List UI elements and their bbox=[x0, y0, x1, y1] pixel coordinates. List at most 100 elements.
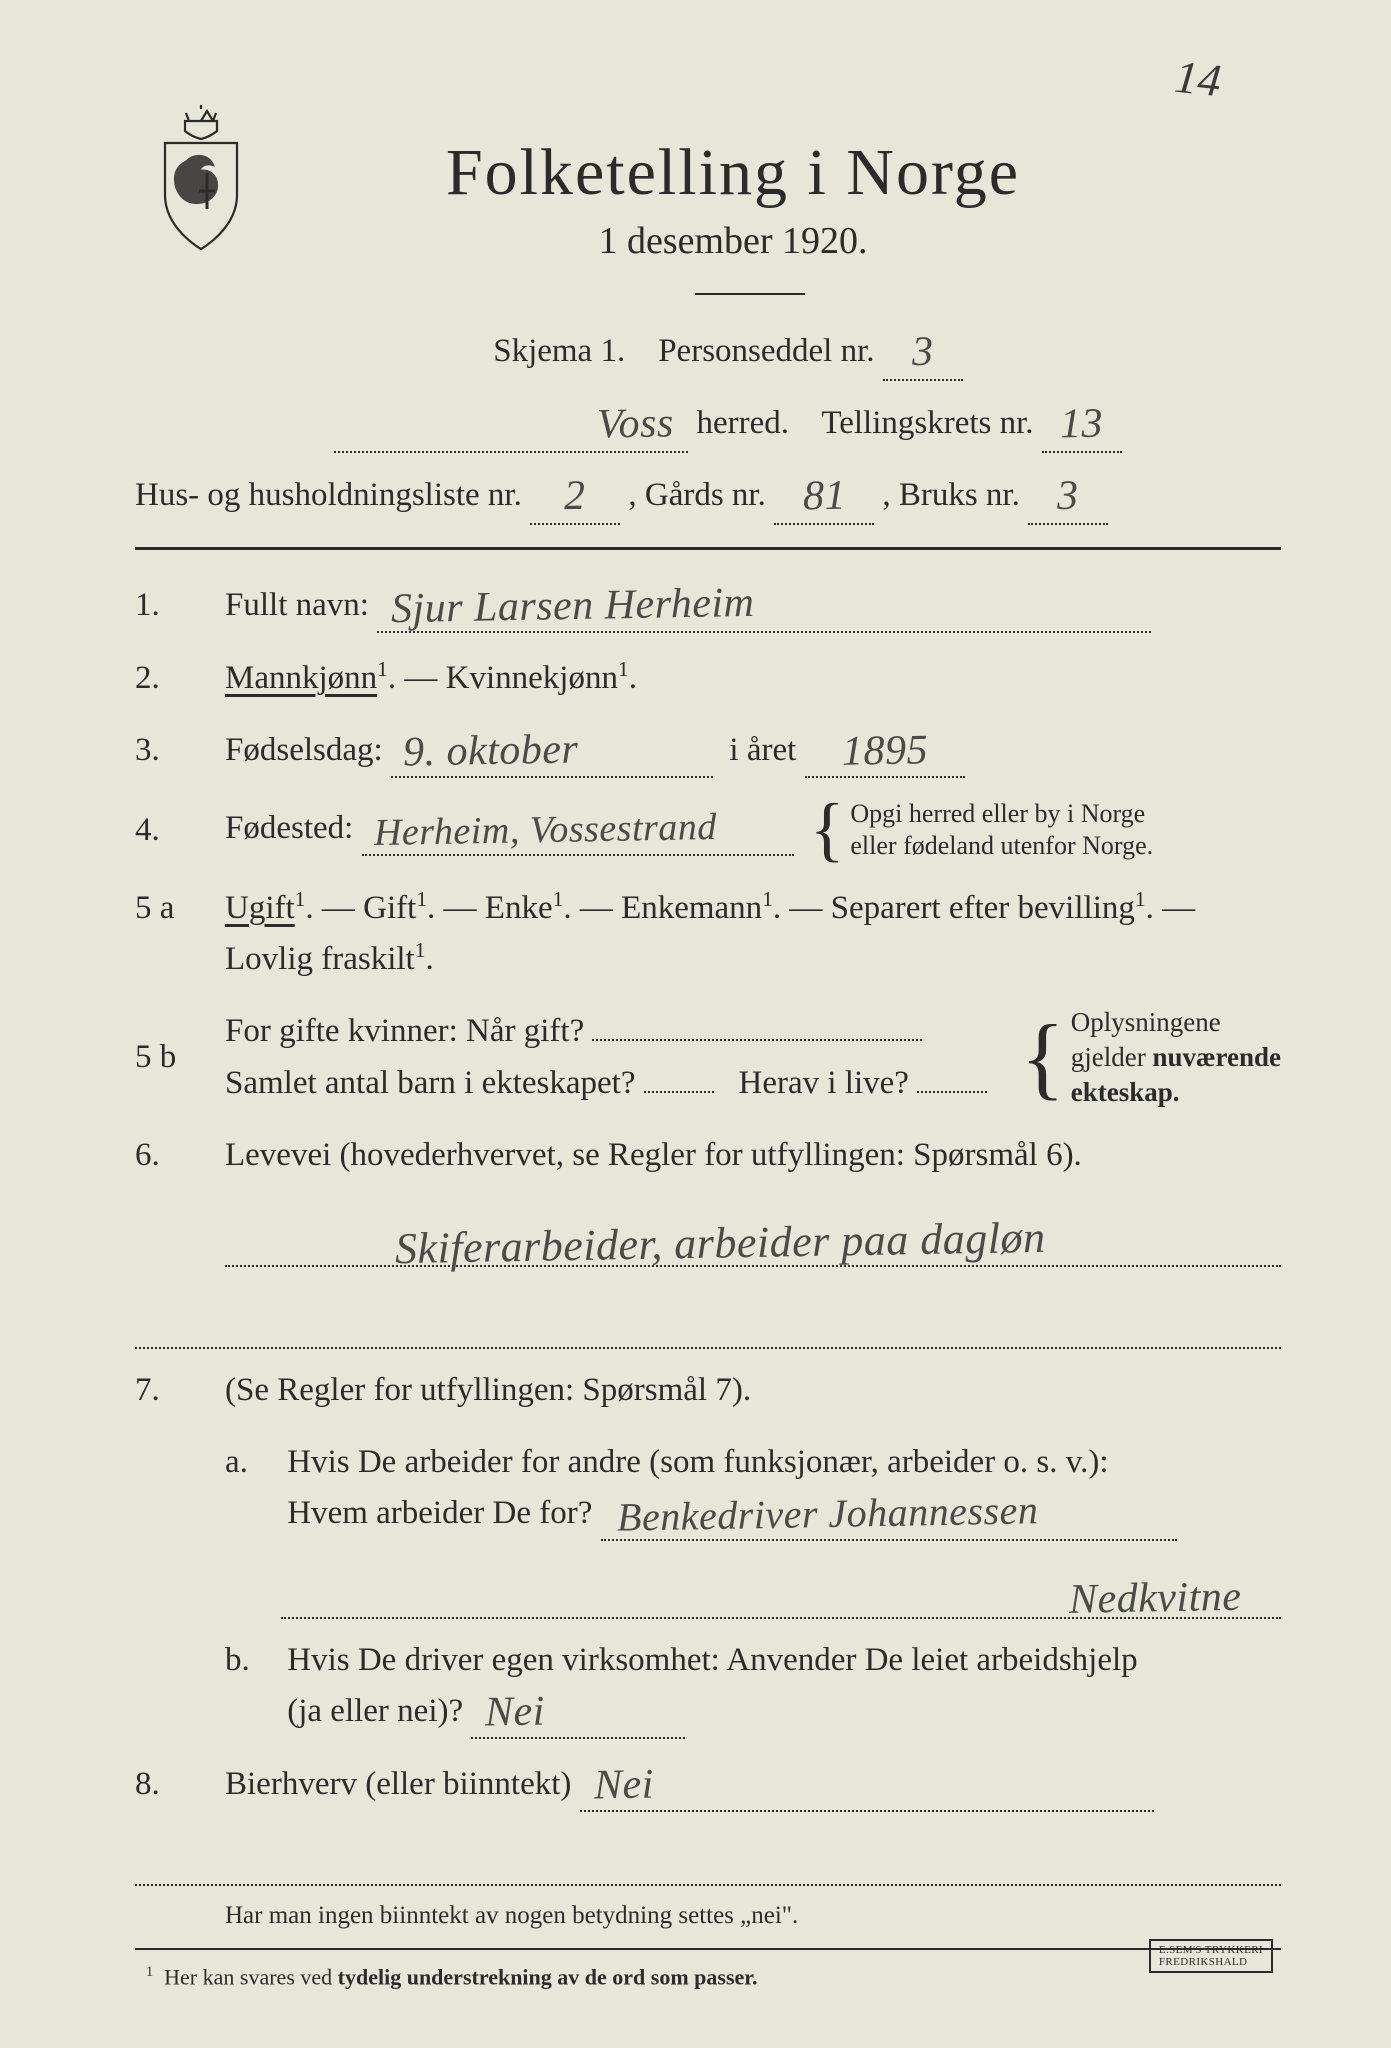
q2-male: Mannkjønn bbox=[225, 660, 377, 696]
q5a-separert: Separert efter bevilling bbox=[831, 890, 1135, 926]
q3-mid: i året bbox=[729, 732, 796, 768]
tellingskrets-value: 13 bbox=[1060, 403, 1104, 446]
bruks-value: 3 bbox=[1057, 475, 1079, 517]
q1-label: Fullt navn: bbox=[225, 587, 369, 623]
q1-num: 1. bbox=[135, 580, 225, 631]
brace-icon: { bbox=[1021, 1021, 1065, 1095]
q7a-value-l1: Benkedriver Johannessen bbox=[616, 1490, 1038, 1537]
skjema-line: Skjema 1. Personseddel nr. 3 bbox=[135, 323, 1281, 381]
q3-row: 3. Fødselsdag: 9. oktober i året 1895 bbox=[135, 725, 1281, 778]
q5b-l2-mid: Herav i live? bbox=[739, 1065, 909, 1101]
q7a-value-line2: Nedkvitne bbox=[281, 1561, 1281, 1619]
q5a-num: 5 a bbox=[135, 883, 225, 934]
q5a-lovlig: Lovlig fraskilt bbox=[225, 941, 415, 977]
q5b-l2-label: Samlet antal barn i ekteskapet? bbox=[225, 1065, 636, 1101]
footnote-rule bbox=[135, 1948, 1281, 1950]
footnote-bottom: 1 Her kan svares ved tydelig understrekn… bbox=[135, 1964, 1281, 1990]
q8-row: 8. Bierhverv (eller biinntekt) Nei bbox=[135, 1759, 1281, 1812]
q7b-letter: b. bbox=[225, 1635, 279, 1686]
q6-label: Levevei (hovederhvervet, se Regler for u… bbox=[225, 1130, 1281, 1181]
q5a-enkemann: Enkemann bbox=[621, 890, 762, 926]
gards-label: , Gårds nr. bbox=[628, 477, 765, 513]
q5a-row: 5 a Ugift1. — Gift1. — Enke1. — Enkemann… bbox=[135, 883, 1281, 985]
q6-value: Skiferarbeider, arbeider paa dagløn bbox=[225, 1216, 1046, 1274]
q5b-brace: { Oplysningene gjelder nuværende ekteska… bbox=[1021, 1005, 1281, 1110]
bruks-label: , Bruks nr. bbox=[882, 477, 1020, 513]
q5b-brace-l1: Oplysningene bbox=[1071, 1007, 1221, 1037]
herred-value: Voss bbox=[597, 402, 674, 445]
q4-opgi-l2: eller fødeland utenfor Norge. bbox=[850, 831, 1153, 860]
q5a-enke: Enke bbox=[485, 890, 553, 926]
footnote-top: Har man ingen biinntekt av nogen betydni… bbox=[225, 1902, 1281, 1930]
title-divider bbox=[695, 293, 805, 295]
q2-row: 2. Mannkjønn1. — Kvinnekjønn1. bbox=[135, 653, 1281, 704]
norway-coat-of-arms-icon bbox=[141, 103, 261, 263]
q6-value-line: Skiferarbeider, arbeider paa dagløn bbox=[225, 1201, 1281, 1267]
q5b-brace-l3: ekteskap. bbox=[1071, 1077, 1180, 1107]
q1-value: Sjur Larsen Herheim bbox=[391, 582, 755, 630]
hus-label: Hus- og husholdningsliste nr. bbox=[135, 477, 522, 513]
footnote-num: 1 bbox=[146, 1964, 153, 1980]
herred-line: Voss herred. Tellingskrets nr. 13 bbox=[135, 395, 1281, 453]
q2-sep: — bbox=[404, 660, 445, 696]
q8-value: Nei bbox=[593, 1764, 654, 1807]
q4-row: 4. Fødested: Herheim, Vossestrand { Opgi… bbox=[135, 798, 1281, 863]
printer-mark: E.SEM'S TRYKKERI FREDRIKSHALD bbox=[1149, 1939, 1273, 1973]
q5b-row: 5 b For gifte kvinner: Når gift? Samlet … bbox=[135, 1005, 1281, 1110]
q5b-l1-label: For gifte kvinner: Når gift? bbox=[225, 1013, 584, 1049]
q7-num: 7. bbox=[135, 1365, 225, 1416]
personseddel-value: 3 bbox=[912, 331, 934, 373]
q6-blank-line bbox=[135, 1283, 1281, 1349]
q3-label: Fødselsdag: bbox=[225, 732, 383, 768]
q7a-l1: Hvis De arbeider for andre (som funksjon… bbox=[287, 1444, 1108, 1480]
q3-num: 3. bbox=[135, 725, 225, 776]
census-form-page: 14 Folketelling i Norge 1 desember 1920.… bbox=[0, 0, 1391, 2048]
q7a-block: a. Hvis De arbeider for andre (som funks… bbox=[225, 1437, 1281, 1541]
q4-opgi-brace: { Opgi herred eller by i Norge eller fød… bbox=[810, 798, 1153, 863]
herred-label: herred. bbox=[696, 405, 789, 441]
q7a-letter: a. bbox=[225, 1437, 279, 1488]
footnote-bottom-bold: tydelig understrekning av de ord som pas… bbox=[338, 1965, 758, 1990]
footnote-bottom-pre: Her kan svares ved bbox=[164, 1965, 338, 1990]
q6-num: 6. bbox=[135, 1130, 225, 1181]
q4-value: Herheim, Vossestrand bbox=[373, 808, 716, 852]
q6-row: 6. Levevei (hovederhvervet, se Regler fo… bbox=[135, 1130, 1281, 1181]
q7b-l1: Hvis De driver egen virksomhet: Anvender… bbox=[287, 1642, 1137, 1678]
q3-year-value: 1895 bbox=[841, 729, 928, 772]
printer-mark-l1: E.SEM'S TRYKKERI bbox=[1159, 1944, 1263, 1956]
personseddel-label: Personseddel nr. bbox=[658, 333, 874, 369]
q7a-l2-label: Hvem arbeider De for? bbox=[287, 1495, 592, 1531]
hus-value: 2 bbox=[564, 475, 586, 517]
gards-value: 81 bbox=[802, 475, 846, 518]
q5a-gift: Gift bbox=[363, 890, 416, 926]
q8-blank-line bbox=[135, 1832, 1281, 1886]
q5b-brace-l2: gjelder nuværende bbox=[1071, 1042, 1281, 1072]
q2-female: Kvinnekjønn bbox=[446, 660, 618, 696]
page-title: Folketelling i Norge bbox=[135, 135, 1281, 211]
q7-label: (Se Regler for utfyllingen: Spørsmål 7). bbox=[225, 1365, 1281, 1416]
q5a-ugift: Ugift bbox=[225, 890, 295, 926]
q4-num: 4. bbox=[135, 805, 225, 856]
page-number-handwritten: 14 bbox=[1172, 50, 1223, 108]
tellingskrets-label: Tellingskrets nr. bbox=[821, 405, 1033, 441]
q7b-l2-label: (ja eller nei)? bbox=[287, 1693, 463, 1729]
header-rule bbox=[135, 547, 1281, 550]
q4-opgi-l1: Opgi herred eller by i Norge bbox=[850, 799, 1145, 828]
page-subtitle: 1 desember 1920. bbox=[135, 219, 1281, 263]
q4-label: Fødested: bbox=[225, 810, 353, 846]
q7a-value-l2: Nedkvitne bbox=[1068, 1575, 1281, 1621]
hus-line: Hus- og husholdningsliste nr. 2 , Gårds … bbox=[135, 467, 1281, 525]
q8-num: 8. bbox=[135, 1759, 225, 1810]
skjema-label: Skjema 1. bbox=[493, 333, 625, 369]
brace-icon: { bbox=[810, 801, 845, 859]
q7b-value: Nei bbox=[485, 1690, 546, 1733]
q7-row: 7. (Se Regler for utfyllingen: Spørsmål … bbox=[135, 1365, 1281, 1416]
header: Folketelling i Norge 1 desember 1920. bbox=[135, 135, 1281, 263]
printer-mark-l2: FREDRIKSHALD bbox=[1159, 1956, 1248, 1968]
q7b-block: b. Hvis De driver egen virksomhet: Anven… bbox=[225, 1635, 1281, 1739]
q5b-num: 5 b bbox=[135, 1032, 225, 1083]
q3-day-value: 9. oktober bbox=[403, 728, 579, 773]
q8-label: Bierhverv (eller biinntekt) bbox=[225, 1766, 571, 1802]
q1-row: 1. Fullt navn: Sjur Larsen Herheim bbox=[135, 580, 1281, 633]
q2-num: 2. bbox=[135, 653, 225, 704]
